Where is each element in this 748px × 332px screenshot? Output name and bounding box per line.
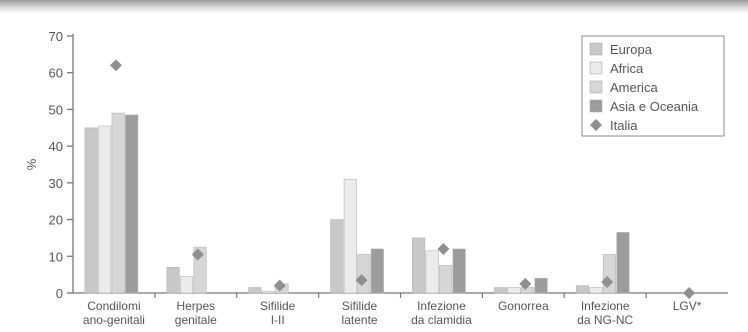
x-tick-label: da NG-NC — [577, 313, 633, 327]
x-tick-label: Gonorrea — [498, 299, 549, 313]
bar-africa — [98, 125, 112, 294]
x-tick-label: ano-genitali — [83, 313, 145, 327]
bar-europa — [84, 127, 98, 294]
bar-america — [521, 287, 535, 294]
bar-asia-e-oceania — [370, 248, 384, 294]
bar-africa — [261, 290, 275, 294]
y-tick-label: 0 — [56, 286, 63, 301]
y-tick-label: 50 — [49, 102, 63, 117]
y-tick-label: 40 — [49, 139, 63, 154]
legend-box — [581, 35, 725, 137]
top-shadow — [0, 0, 748, 14]
x-tick-label: Condilomi — [87, 299, 140, 313]
x-tick-label: LGV* — [673, 299, 702, 313]
legend-label: Italia — [610, 118, 638, 133]
bar-europa — [575, 285, 589, 294]
marker-italia — [601, 275, 614, 288]
y-tick-label: 30 — [49, 176, 63, 191]
legend-swatch-america — [589, 80, 603, 94]
legend-swatch-africa — [589, 61, 603, 75]
bar-america — [357, 254, 371, 294]
x-tick-label: Herpes — [176, 299, 215, 313]
bar-asia-e-oceania — [125, 114, 139, 294]
x-tick-label: genitale — [175, 313, 217, 327]
y-axis-label: % — [24, 158, 39, 170]
bar-asia-e-oceania — [616, 232, 630, 294]
legend-label: America — [610, 80, 658, 95]
x-tick-label: da clamidia — [411, 313, 472, 327]
chart-bars — [84, 112, 630, 294]
bar-asia-e-oceania — [534, 278, 548, 294]
bar-europa — [166, 266, 180, 294]
y-tick-label: 70 — [49, 29, 63, 44]
marker-italia — [683, 287, 696, 299]
x-tick-label: Infezione — [417, 299, 466, 313]
bar-africa — [425, 250, 439, 294]
bar-america — [602, 254, 616, 294]
y-tick-label: 20 — [49, 213, 63, 228]
legend-label: Africa — [610, 61, 644, 76]
x-tick-label: Infezione — [581, 299, 630, 313]
bar-europa — [248, 287, 262, 294]
x-tick-label: Sifilide — [260, 299, 296, 313]
marker-italia — [355, 274, 368, 287]
bar-asia-e-oceania — [452, 248, 466, 294]
marker-italia — [519, 277, 532, 290]
y-tick-label: 10 — [49, 249, 63, 264]
x-tick-label: latente — [342, 313, 378, 327]
marker-italia — [109, 59, 122, 72]
legend-swatch-europa — [589, 42, 603, 56]
legend-label: Asia e Oceania — [610, 99, 699, 114]
bar-africa — [180, 276, 194, 294]
legend-label: Europa — [610, 42, 653, 57]
bar-africa — [507, 287, 521, 294]
bar-america — [439, 265, 453, 294]
chart-legend: Europa Africa America Asia e Oceania Italia — [581, 35, 725, 137]
marker-italia — [437, 242, 450, 255]
legend-swatch-italia — [590, 119, 602, 131]
bar-europa — [412, 237, 426, 294]
bar-africa — [589, 287, 603, 294]
marker-italia — [273, 279, 286, 292]
y-tick-label: 60 — [49, 66, 63, 81]
marker-italia — [191, 248, 204, 261]
bar-europa — [330, 219, 344, 294]
x-tick-label: I-II — [271, 313, 285, 327]
bar-africa — [343, 178, 357, 294]
chart-markers — [109, 59, 696, 299]
bar-europa — [494, 287, 508, 294]
x-tick-label: Sifilide — [342, 299, 378, 313]
bar-america — [111, 112, 125, 294]
legend-swatch-asia-e-oceania — [589, 99, 603, 113]
